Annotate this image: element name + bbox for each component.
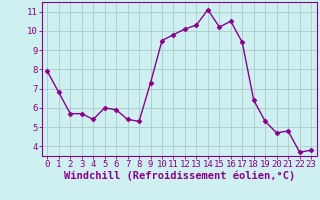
X-axis label: Windchill (Refroidissement éolien,°C): Windchill (Refroidissement éolien,°C)	[64, 171, 295, 181]
